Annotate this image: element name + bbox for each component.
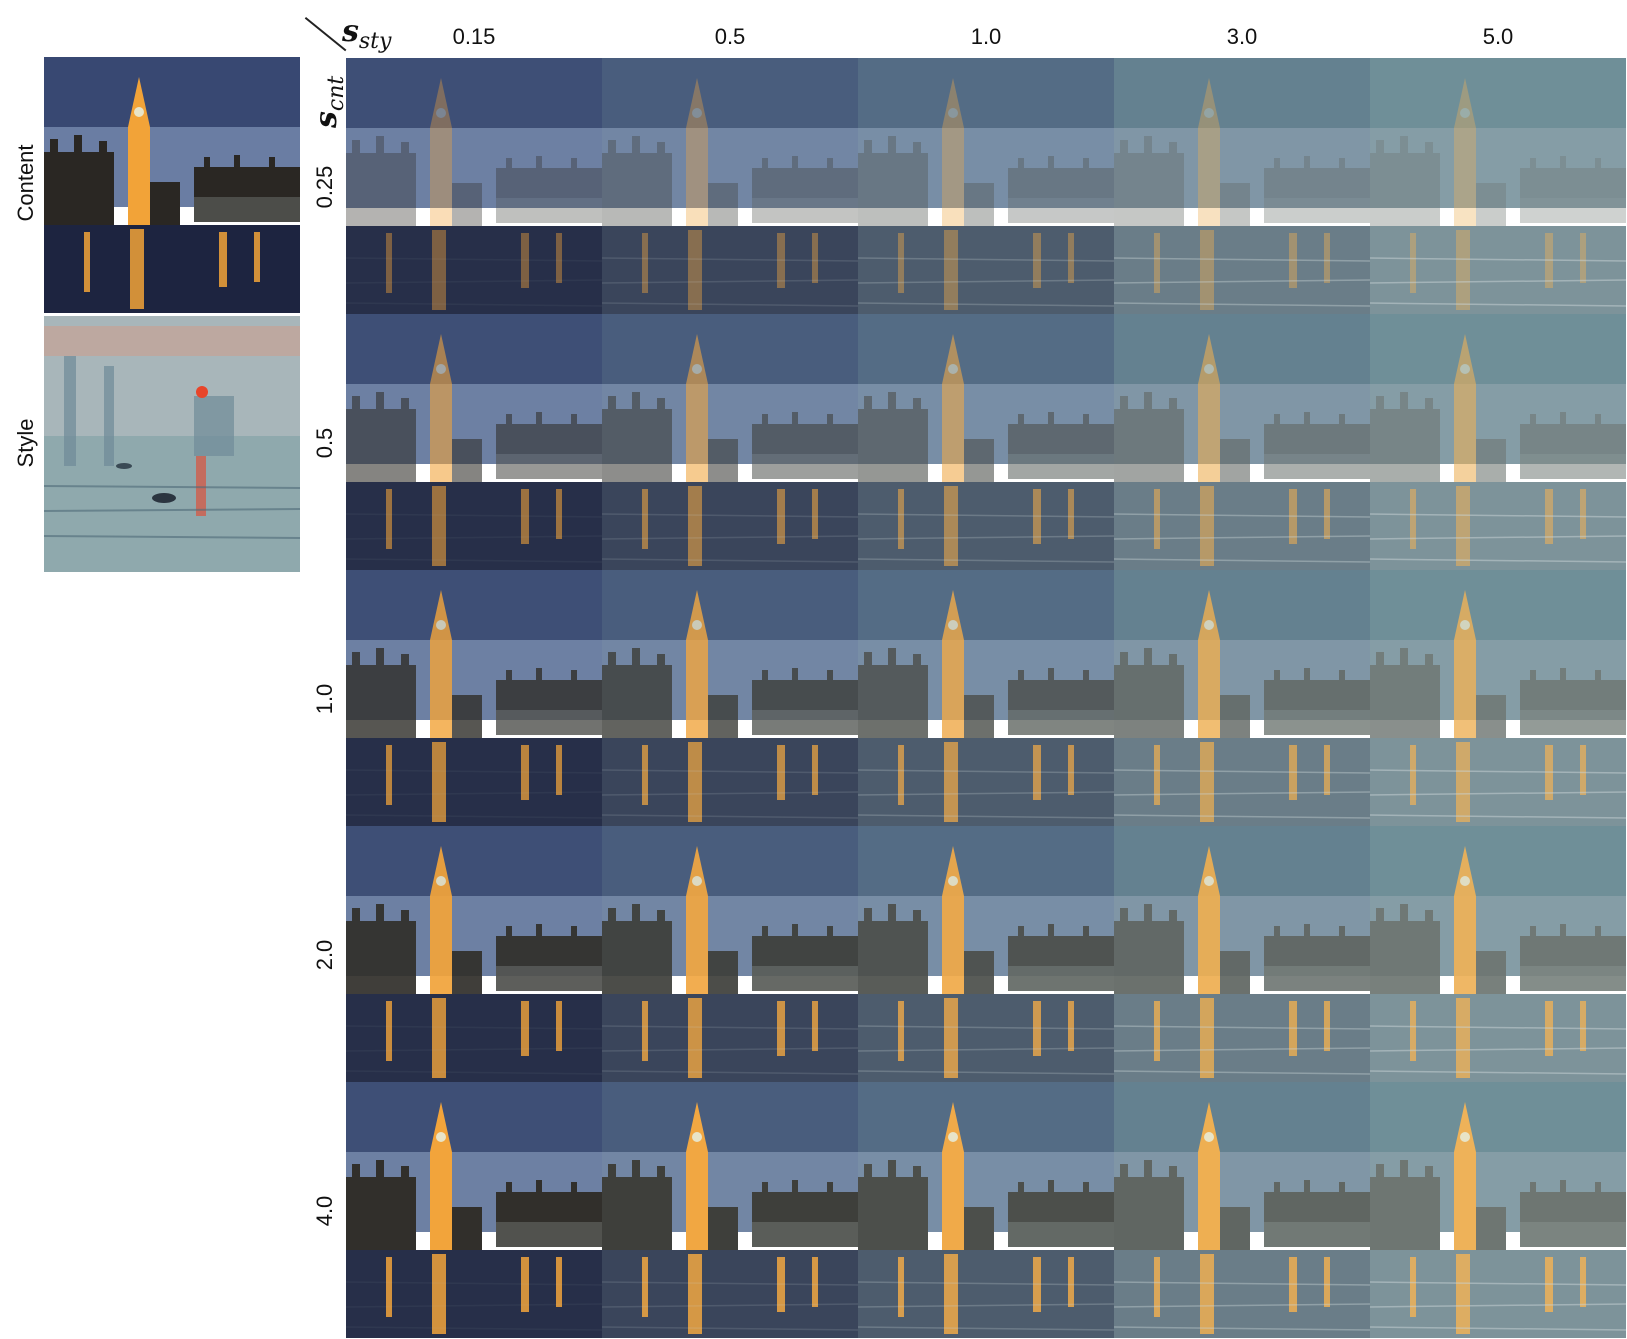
grid-cell-r1-c0 [346,314,602,570]
grid-cell-r3-c4 [1370,826,1626,1082]
grid-cell-r4-c1 [602,1082,858,1338]
row-label-3: 2.0 [312,939,337,971]
column-label-4: 5.0 [1482,24,1514,49]
column-label-3: 3.0 [1226,24,1258,49]
grid-cell-r1-c3 [1114,314,1370,570]
content-strength-symbol: scnt [309,75,349,128]
grid-cell-r0-c4 [1370,58,1626,314]
grid-cell-r3-c0 [346,826,602,1082]
grid-cell-r1-c1 [602,314,858,570]
grid-cell-r0-c3 [1114,58,1370,314]
stylization-grid [346,58,1626,1338]
grid-cell-r3-c1 [602,826,858,1082]
grid-cell-r2-c0 [346,570,602,826]
row-label-0: 0.25 [312,165,337,209]
row-label-1: 0.5 [312,427,337,459]
grid-cell-r2-c4 [1370,570,1626,826]
grid-cell-r0-c0 [346,58,602,314]
grid-cell-r2-c2 [858,570,1114,826]
column-label-0: 0.15 [452,24,496,49]
content-image [44,57,300,313]
style-image [44,316,300,572]
style-strength-symbol: ssty [342,14,392,54]
grid-cell-r0-c2 [858,58,1114,314]
column-label-1: 0.5 [714,24,746,49]
content-label: Content [13,144,38,222]
row-label-2: 1.0 [312,683,337,715]
grid-cell-r4-c2 [858,1082,1114,1338]
grid-cell-r1-c4 [1370,314,1626,570]
grid-cell-r3-c2 [858,826,1114,1082]
grid-cell-r2-c3 [1114,570,1370,826]
grid-cell-r4-c4 [1370,1082,1626,1338]
row-label-4: 4.0 [312,1195,337,1227]
grid-cell-r3-c3 [1114,826,1370,1082]
corner-divider [304,17,347,52]
column-label-2: 1.0 [970,24,1002,49]
grid-cell-r1-c2 [858,314,1114,570]
grid-cell-r4-c3 [1114,1082,1370,1338]
grid-cell-r0-c1 [602,58,858,314]
grid-cell-r4-c0 [346,1082,602,1338]
style-label: Style [13,418,38,468]
grid-cell-r2-c1 [602,570,858,826]
